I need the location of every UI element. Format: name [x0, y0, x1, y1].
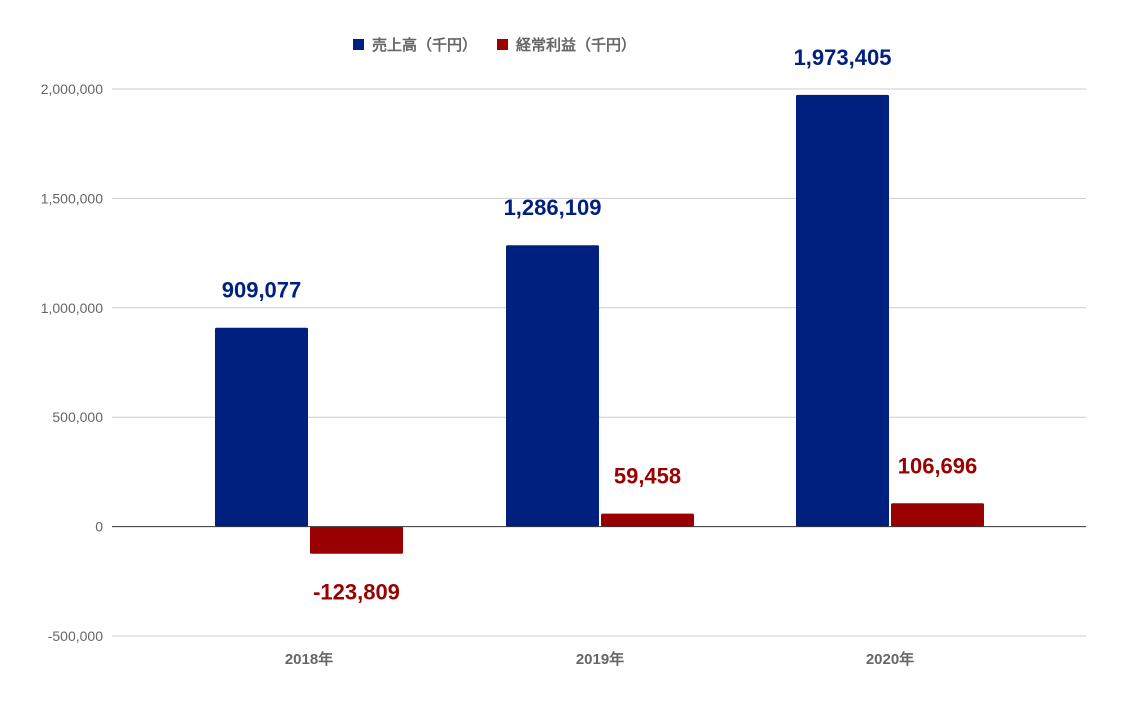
x-axis: 2018年 2019年 2020年 [285, 650, 914, 668]
y-tick-label: 2,000,000 [41, 81, 103, 97]
bar-profit-3[interactable] [891, 503, 984, 527]
data-label: 59,458 [614, 464, 681, 489]
y-tick-label: 0 [95, 519, 103, 535]
data-labels: 909,077 1,286,109 1,973,405 -123,809 59,458 1… [222, 45, 978, 605]
y-axis: 2,000,000 1,500,000 1,000,000 500,000 0 -500,… [41, 81, 104, 644]
y-tick-label: 1,000,000 [41, 300, 103, 316]
data-label: 909,077 [222, 278, 302, 303]
y-tick-label: 500,000 [52, 409, 103, 425]
x-tick-label: 2019年 [576, 650, 624, 668]
y-tick-label: 1,500,000 [41, 190, 103, 206]
bar-profit-1[interactable] [310, 526, 403, 554]
y-tick-label: -500,000 [48, 628, 103, 644]
x-tick-label: 2020年 [866, 650, 914, 668]
legend-swatch [497, 39, 508, 50]
x-tick-label: 2018年 [285, 650, 333, 668]
legend-item-profit[interactable]: 経常利益（千円） [497, 36, 636, 54]
bars [215, 94, 984, 554]
legend-swatch [353, 39, 364, 50]
data-label: -123,809 [313, 580, 400, 605]
legend-label: 売上高（千円） [372, 36, 477, 54]
legend-label: 経常利益（千円） [516, 36, 636, 54]
data-label: 1,286,109 [504, 195, 602, 220]
legend-item-sales[interactable]: 売上高（千円） [353, 36, 477, 54]
legend[interactable]: 売上高（千円） 経常利益（千円） [353, 36, 636, 54]
bar-sales-3[interactable] [796, 94, 889, 527]
data-label: 106,696 [898, 453, 978, 478]
bar-sales-2[interactable] [506, 245, 599, 527]
data-label: 1,973,405 [794, 45, 892, 70]
bar-sales-1[interactable] [215, 327, 308, 527]
bar-profit-2[interactable] [601, 513, 694, 527]
